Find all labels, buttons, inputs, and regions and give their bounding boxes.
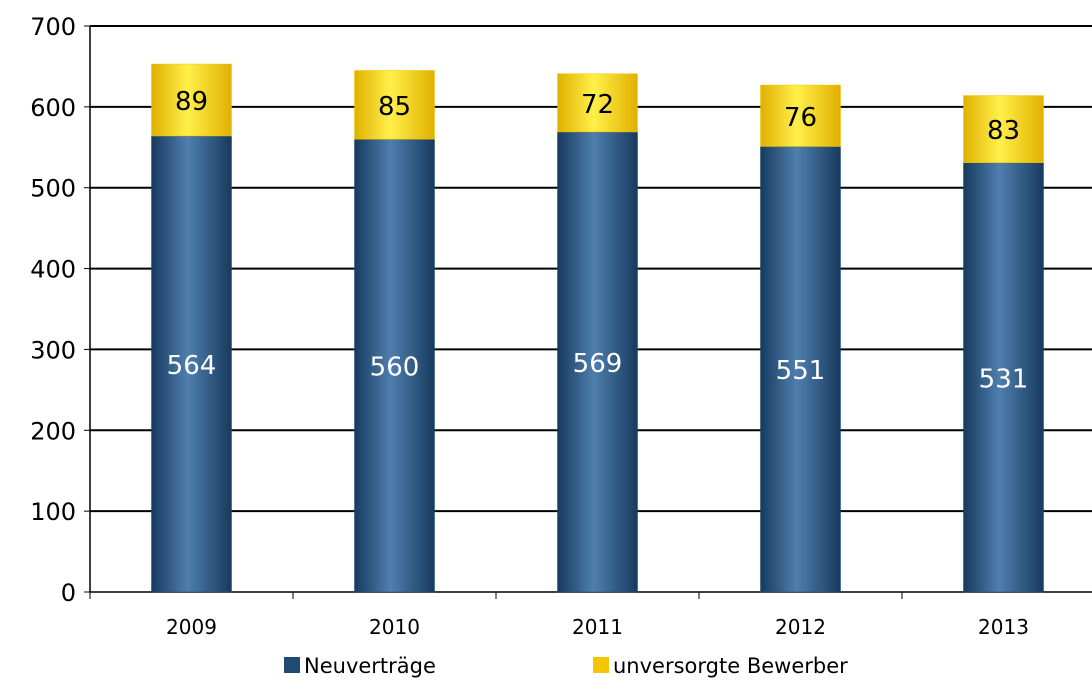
x-tick-label: 2013 [978,615,1029,639]
x-tick-label: 2010 [369,615,420,639]
data-label: 72 [581,90,614,120]
legend-swatch [593,657,609,673]
bar-neuvertraege-2010 [354,138,435,593]
legend-item: unversorgte Bewerber [593,654,848,678]
y-tick-label: 600 [30,94,76,122]
bar-unversorgte-bewerber-2009 [151,63,232,137]
y-tick-label: 400 [30,256,76,284]
data-label: 564 [167,351,217,381]
legend: Neuverträge unversorgte Bewerber [284,654,848,678]
bar-neuvertraege-2012 [760,146,841,593]
y-tick-label: 300 [30,336,76,364]
data-label: 560 [370,353,420,383]
legend-label: unversorgte Bewerber [613,654,848,678]
bar-unversorgte-bewerber-2012 [760,84,841,147]
x-tick-label: 2011 [572,615,623,639]
bars [151,63,1044,593]
x-tick-label: 2012 [775,615,826,639]
data-label: 551 [776,356,826,386]
data-labels: 564 89 560 85 569 72 551 76 531 83 [167,87,1029,394]
y-tick-label: 200 [30,417,76,445]
data-label: 83 [987,116,1020,146]
data-label: 76 [784,103,817,133]
legend-swatch [284,657,300,673]
data-label: 531 [979,364,1029,394]
bar-unversorgte-bewerber-2013 [963,95,1044,163]
x-tick-label: 2009 [166,615,217,639]
data-label: 85 [378,92,411,122]
data-label: 569 [573,349,623,379]
y-tick-label: 0 [61,579,76,607]
y-tick-label: 100 [30,498,76,526]
axes: 0 100 200 300 400 500 600 700 2009 2010 2011 2012 20… [30,13,1092,639]
bar-neuvertraege-2011 [557,131,638,593]
bar-neuvertraege-2009 [151,135,232,593]
bar-unversorgte-bewerber-2011 [557,73,638,133]
legend-label: Neuverträge [304,654,436,678]
y-tick-label: 500 [30,175,76,203]
data-label: 89 [175,87,208,117]
legend-item: Neuverträge [284,654,436,678]
y-tick-label: 700 [30,13,76,41]
bar-unversorgte-bewerber-2010 [354,70,435,140]
bar-neuvertraege-2013 [963,162,1044,593]
